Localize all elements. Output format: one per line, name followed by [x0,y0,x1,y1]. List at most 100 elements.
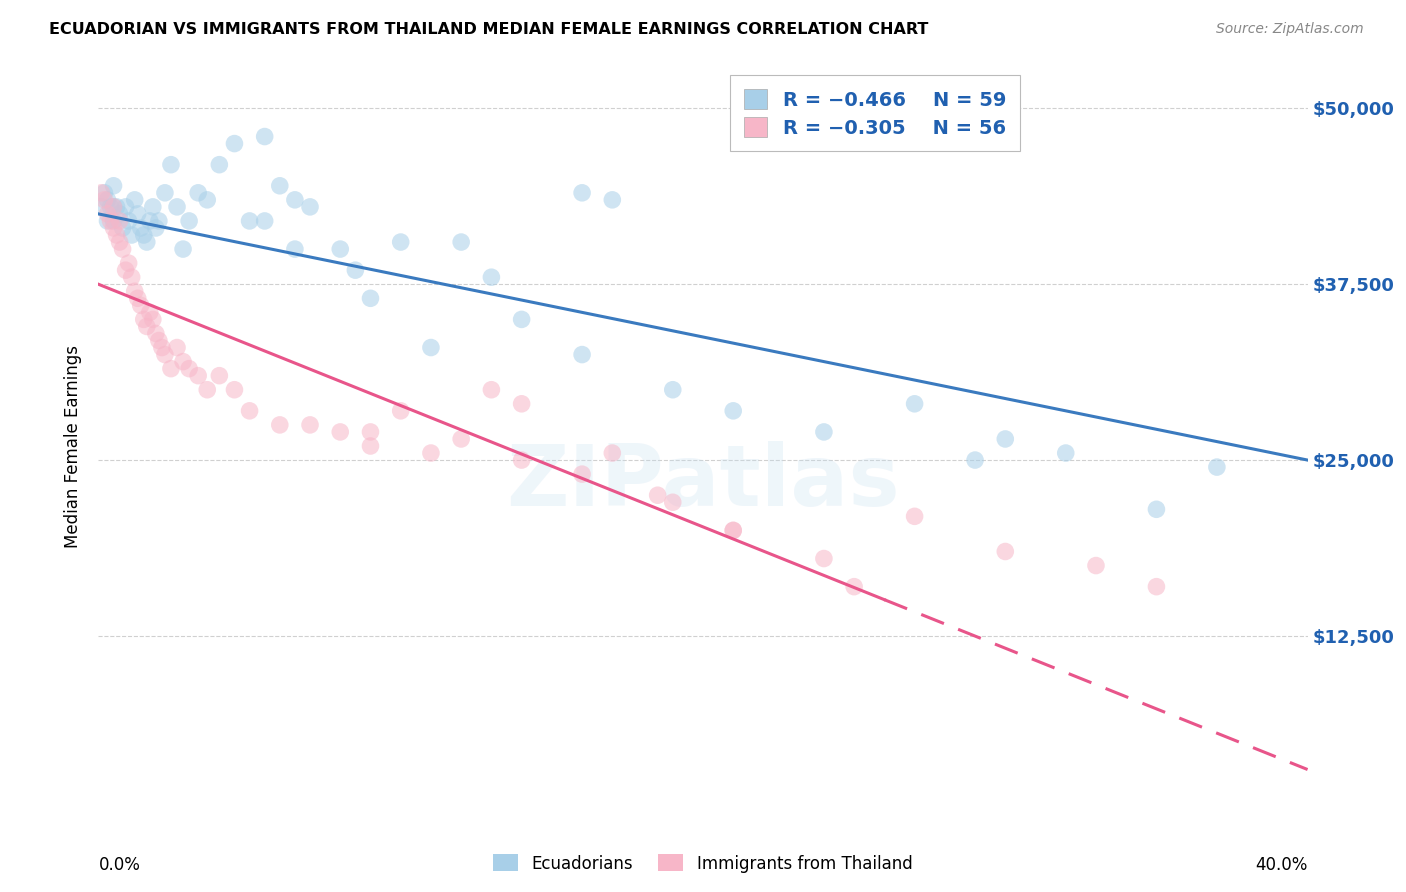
Point [132,227,155,242]
Point [103,214,125,228]
Point [127,291,149,305]
Point [1054,446,1077,460]
Point [481,270,503,285]
Point [1085,558,1108,573]
Point [420,446,443,460]
Point [153,186,176,200]
Point [994,544,1017,558]
Point [127,207,149,221]
Point [108,214,131,228]
Point [114,200,136,214]
Point [118,256,141,270]
Point [142,312,165,326]
Point [187,186,209,200]
Point [160,158,183,172]
Point [150,341,173,355]
Point [844,580,866,594]
Point [344,263,367,277]
Point [510,453,533,467]
Point [108,235,131,249]
Point [329,242,352,256]
Point [166,341,188,355]
Point [1144,502,1167,516]
Text: ECUADORIAN VS IMMIGRANTS FROM THAILAND MEDIAN FEMALE EARNINGS CORRELATION CHART: ECUADORIAN VS IMMIGRANTS FROM THAILAND M… [49,22,928,37]
Point [148,334,170,348]
Text: ZIPatlas: ZIPatlas [506,441,900,524]
Point [96,214,118,228]
Point [166,200,188,214]
Point [450,432,472,446]
Point [100,214,122,228]
Point [661,383,683,397]
Point [139,305,162,319]
Point [100,200,122,214]
Point [129,298,152,312]
Point [994,432,1017,446]
Point [90,200,112,214]
Point [360,439,382,453]
Point [239,404,262,418]
Text: 0.0%: 0.0% [98,855,141,873]
Point [389,404,412,418]
Point [124,285,146,299]
Point [195,193,218,207]
Point [253,129,276,144]
Point [253,214,276,228]
Point [105,200,128,214]
Point [145,221,167,235]
Point [224,383,246,397]
Point [153,347,176,362]
Point [142,200,165,214]
Point [450,235,472,249]
Point [510,397,533,411]
Text: 40.0%: 40.0% [1256,855,1308,873]
Point [135,235,157,249]
Point [571,467,593,482]
Legend: Ecuadorians, Immigrants from Thailand: Ecuadorians, Immigrants from Thailand [486,847,920,880]
Point [269,417,291,432]
Point [172,242,194,256]
Point [111,242,134,256]
Point [96,207,118,221]
Point [813,551,835,566]
Point [103,221,125,235]
Point [160,361,183,376]
Point [114,263,136,277]
Point [105,227,128,242]
Point [224,136,246,151]
Point [90,186,112,200]
Point [179,214,201,228]
Point [103,200,125,214]
Point [571,347,593,362]
Point [129,221,152,235]
Point [389,235,412,249]
Point [148,214,170,228]
Point [108,207,131,221]
Point [132,312,155,326]
Point [103,178,125,193]
Point [103,200,125,214]
Y-axis label: Median Female Earnings: Median Female Earnings [65,344,83,548]
Point [135,319,157,334]
Point [187,368,209,383]
Point [93,193,115,207]
Point [121,227,143,242]
Point [510,312,533,326]
Point [208,368,231,383]
Point [571,186,593,200]
Point [93,186,115,200]
Legend: R = −0.466    N = 59, R = −0.305    N = 56: R = −0.466 N = 59, R = −0.305 N = 56 [730,75,1019,152]
Point [179,361,201,376]
Point [145,326,167,341]
Point [647,488,669,502]
Point [284,242,307,256]
Point [1144,580,1167,594]
Point [329,425,352,439]
Point [360,291,382,305]
Point [208,158,231,172]
Point [299,417,322,432]
Point [602,446,624,460]
Point [813,425,835,439]
Point [172,354,194,368]
Point [96,193,118,207]
